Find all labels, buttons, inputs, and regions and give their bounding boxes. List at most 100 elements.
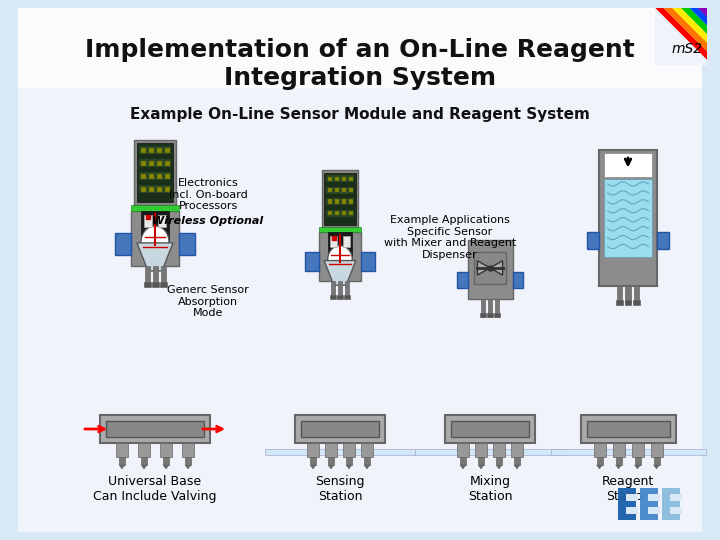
Bar [511, 443, 523, 457]
Bar [348, 199, 354, 204]
Bar [305, 252, 319, 271]
Bar [165, 160, 170, 165]
Polygon shape [460, 465, 466, 469]
Bar [650, 443, 662, 457]
Polygon shape [616, 465, 621, 469]
Bar [165, 173, 170, 179]
Bar [335, 211, 339, 215]
Bar [361, 252, 375, 271]
Bar [342, 188, 346, 192]
Polygon shape [141, 465, 147, 469]
Bar [328, 188, 332, 192]
Polygon shape [681, 8, 707, 34]
Bar [151, 282, 158, 287]
Bar [141, 173, 146, 179]
Bar [493, 443, 505, 457]
Bar [631, 443, 644, 457]
Bar [648, 495, 660, 502]
Bar [326, 187, 354, 194]
Bar [348, 188, 354, 192]
Bar [634, 286, 639, 303]
Bar [119, 457, 125, 465]
Bar [588, 232, 599, 248]
Polygon shape [185, 465, 191, 469]
Bar [115, 233, 131, 255]
Bar [158, 215, 166, 227]
Bar [141, 457, 147, 465]
Bar [348, 177, 354, 181]
Bar [18, 8, 702, 88]
Bar [149, 147, 154, 152]
Bar [328, 177, 332, 181]
Bar [342, 199, 346, 204]
Bar [265, 449, 415, 455]
Bar [345, 281, 349, 299]
Text: Implementation of an On-Line Reagent: Implementation of an On-Line Reagent [85, 38, 635, 62]
Polygon shape [690, 8, 707, 25]
Bar [301, 421, 379, 437]
Bar [165, 147, 170, 152]
Text: Integration System: Integration System [224, 66, 496, 90]
Polygon shape [478, 465, 484, 469]
Bar [163, 457, 169, 465]
Ellipse shape [141, 226, 169, 258]
Bar [580, 415, 675, 443]
Bar [157, 147, 162, 152]
Bar [587, 421, 670, 437]
Bar [654, 457, 660, 465]
Polygon shape [655, 8, 707, 60]
Bar [328, 233, 352, 262]
Text: Universal Base
Can Include Valving: Universal Base Can Include Valving [94, 475, 217, 503]
Bar [460, 457, 466, 465]
Bar [617, 286, 622, 303]
Bar [618, 488, 636, 520]
Bar [604, 153, 652, 177]
Bar [626, 495, 638, 502]
Bar [330, 281, 335, 299]
Polygon shape [310, 465, 316, 469]
Text: Wireless Optional: Wireless Optional [153, 216, 264, 226]
Bar [670, 507, 682, 514]
Polygon shape [634, 465, 641, 469]
Bar [131, 205, 179, 211]
Text: Example Applications
Specific Sensor
with Mixer and Reagent
Dispenser: Example Applications Specific Sensor wit… [384, 215, 516, 260]
Text: Example On-Line Sensor Module and Reagent System: Example On-Line Sensor Module and Reagen… [130, 107, 590, 123]
Bar [487, 299, 492, 316]
Bar [616, 457, 621, 465]
Bar [139, 159, 171, 167]
Bar [160, 443, 172, 457]
Bar [179, 233, 195, 255]
Bar [116, 443, 128, 457]
Bar [139, 146, 171, 154]
Bar [157, 186, 162, 192]
Bar [322, 170, 359, 227]
Bar [149, 173, 154, 179]
Bar [324, 173, 356, 225]
Bar [599, 150, 657, 286]
Bar [616, 300, 623, 305]
Text: Electronics
Incl. On-board
Processors: Electronics Incl. On-board Processors [168, 178, 248, 211]
Bar [344, 295, 350, 299]
Bar [137, 143, 173, 202]
Bar [141, 186, 146, 192]
Polygon shape [496, 465, 502, 469]
Bar [307, 443, 319, 457]
Polygon shape [655, 8, 707, 65]
Bar [494, 313, 500, 318]
Bar [161, 266, 166, 286]
Bar [478, 457, 484, 465]
Bar [480, 299, 485, 316]
Text: Reagent
Station: Reagent Station [602, 475, 654, 503]
Bar [474, 252, 506, 284]
Bar [456, 272, 467, 288]
Bar [134, 140, 176, 205]
Bar [330, 295, 336, 299]
Bar [496, 457, 502, 465]
Bar [131, 211, 179, 266]
Polygon shape [596, 465, 603, 469]
Polygon shape [119, 465, 125, 469]
Bar [160, 282, 166, 287]
Bar [138, 443, 150, 457]
Bar [157, 160, 162, 165]
Text: Mixing
Station: Mixing Station [468, 475, 512, 503]
